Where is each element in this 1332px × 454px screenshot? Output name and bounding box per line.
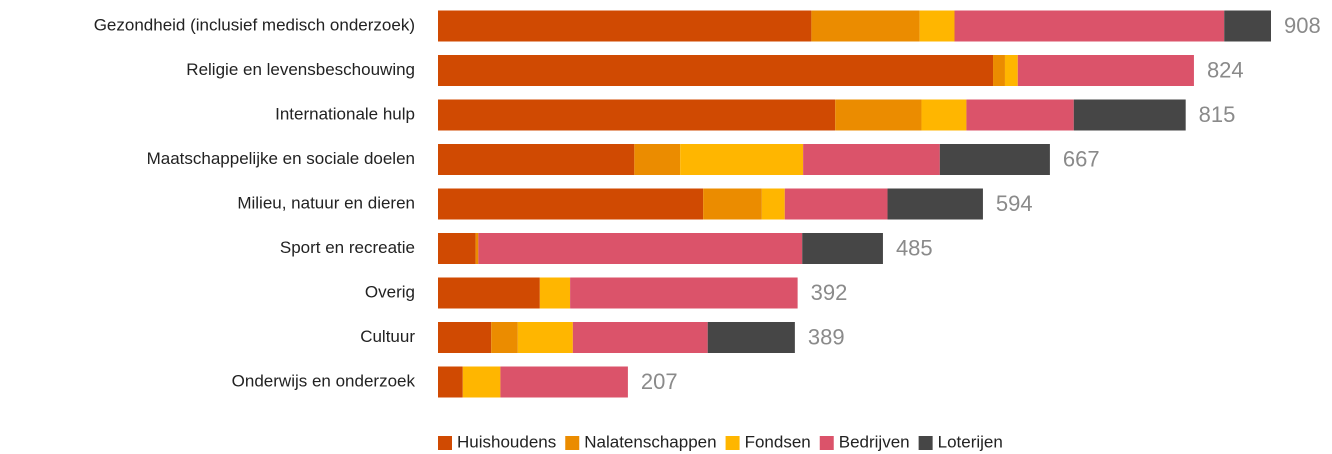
bar-segment (887, 188, 983, 220)
bar-segment (438, 366, 463, 398)
legend-label: Bedrijven (839, 432, 910, 451)
category-label: Onderwijs en onderzoek (232, 371, 416, 390)
legend-label: Loterijen (938, 432, 1003, 451)
bar-segment (570, 277, 798, 309)
bar-segment (572, 322, 708, 353)
category-label: Milieu, natuur en dieren (237, 193, 415, 212)
legend-swatch (725, 436, 740, 450)
legend-swatch (918, 436, 933, 450)
bar-segment (438, 55, 994, 86)
legend-label: Huishoudens (457, 432, 556, 451)
bar-segment (703, 188, 762, 220)
total-label: 389 (808, 324, 845, 349)
legend-label: Nalatenschappen (584, 432, 716, 451)
total-label: 594 (996, 191, 1033, 216)
bar-segment (835, 99, 922, 131)
category-label: Internationale hulp (275, 104, 415, 123)
total-label: 667 (1063, 146, 1100, 171)
bar-segment (517, 322, 573, 353)
bar-segment (784, 188, 888, 220)
category-label: Gezondheid (inclusief medisch onderzoek) (94, 15, 415, 34)
legend-swatch (565, 436, 580, 450)
category-label: Religie en levensbeschouwing (186, 60, 415, 79)
bar-segment (1073, 99, 1186, 131)
bar-segment (462, 366, 501, 398)
bar-segment (939, 144, 1050, 175)
bar-segment (475, 233, 479, 264)
bar-segment (966, 99, 1074, 131)
total-label: 485 (896, 235, 933, 260)
bar-segment (993, 55, 1005, 86)
legend-label: Fondsen (745, 432, 811, 451)
category-label: Overig (365, 282, 415, 301)
bar-segment (921, 99, 967, 131)
bar-segment (811, 10, 920, 42)
bar-segment (438, 144, 635, 175)
bar-segment (803, 144, 940, 175)
category-label: Maatschappelijke en sociale doelen (147, 149, 415, 168)
bar-segment (680, 144, 804, 175)
bar-segment (438, 322, 492, 353)
bar-segment (1224, 10, 1271, 42)
total-label: 908 (1284, 13, 1321, 38)
bar-segment (438, 188, 704, 220)
bar-segment (438, 10, 812, 42)
bar-segment (500, 366, 628, 398)
category-label: Cultuur (360, 327, 415, 346)
bar-segment (954, 10, 1225, 42)
total-label: 824 (1207, 57, 1244, 82)
legend-swatch (438, 436, 452, 450)
total-label: 815 (1199, 102, 1236, 127)
total-label: 207 (641, 369, 678, 394)
bar-segment (438, 277, 540, 309)
bar-segment (802, 233, 883, 264)
bar-segment (707, 322, 795, 353)
bar-segment (919, 10, 955, 42)
bar-segment (1017, 55, 1194, 86)
bar-segment (438, 233, 476, 264)
bar-segment (438, 99, 836, 131)
bar-segment (634, 144, 681, 175)
category-label: Sport en recreatie (280, 238, 415, 257)
legend-swatch (819, 436, 834, 450)
bar-segment (761, 188, 785, 220)
bar-segment (491, 322, 518, 353)
bar-segment (539, 277, 571, 309)
bar-segment (478, 233, 803, 264)
total-label: 392 (811, 280, 848, 305)
bar-segment (1004, 55, 1018, 86)
